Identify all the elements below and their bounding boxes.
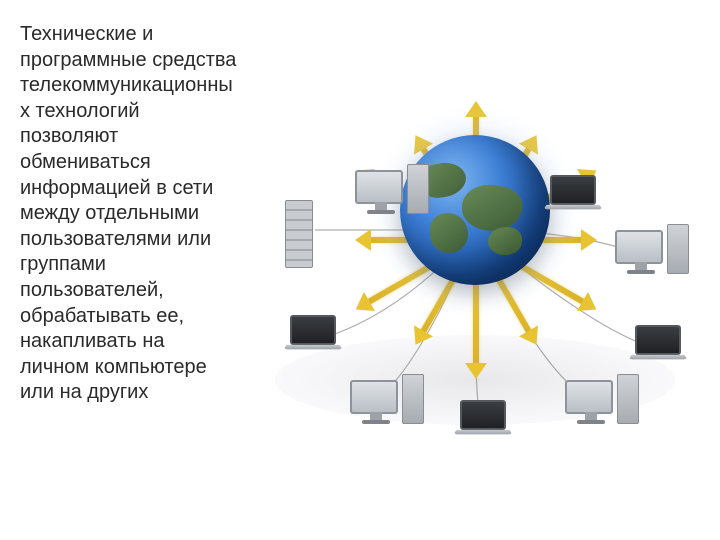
- laptop-icon: [285, 315, 339, 351]
- laptop-icon: [630, 325, 684, 361]
- laptop-icon: [545, 175, 599, 211]
- continent-icon: [428, 211, 469, 254]
- monitor-icon: [350, 380, 398, 414]
- continent-icon: [459, 181, 525, 235]
- desktop-computer-icon: [615, 230, 693, 264]
- desktop-computer-icon: [565, 380, 643, 414]
- tower-icon: [407, 164, 429, 214]
- laptop-shape-icon: [545, 175, 601, 211]
- monitor-icon: [355, 170, 403, 204]
- network-illustration: [245, 80, 705, 460]
- server-icon: [285, 200, 313, 268]
- desktop-computer-icon: [350, 380, 428, 414]
- desktop-computer-icon: [355, 170, 433, 204]
- laptop-icon: [455, 400, 509, 436]
- monitor-icon: [615, 230, 663, 264]
- tower-icon: [617, 374, 639, 424]
- tower-icon: [402, 374, 424, 424]
- tower-icon: [667, 224, 689, 274]
- laptop-shape-icon: [455, 400, 511, 436]
- laptop-shape-icon: [630, 325, 686, 361]
- body-text: Технические и программные средства телек…: [20, 22, 238, 406]
- monitor-icon: [565, 380, 613, 414]
- server-rack-icon: [285, 200, 339, 268]
- laptop-shape-icon: [285, 315, 341, 351]
- continent-icon: [488, 227, 522, 255]
